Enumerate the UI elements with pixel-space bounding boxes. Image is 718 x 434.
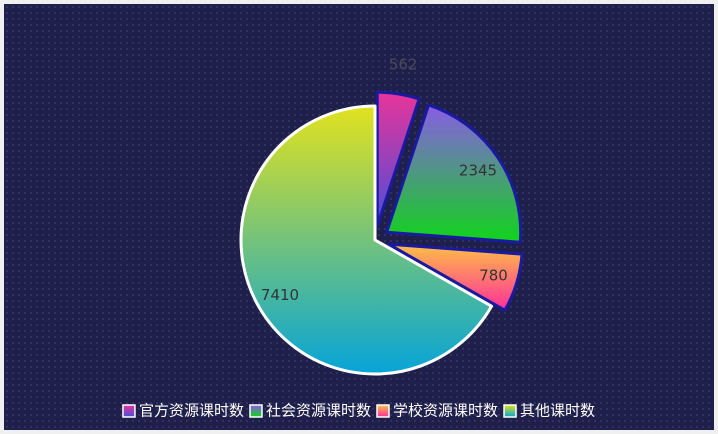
chart-container: 562 2345 780 7410 官方资源课时数 社会资源课时数 学校资源课时数 其他课时数 <box>4 4 714 430</box>
data-label: 780 <box>479 267 508 285</box>
legend-label: 官方资源课时数 <box>139 402 244 420</box>
legend-swatch <box>503 404 517 418</box>
legend-label: 其他课时数 <box>520 402 595 420</box>
data-label: 7410 <box>261 286 299 304</box>
pie-slice <box>386 242 524 312</box>
pie-slice <box>385 103 523 244</box>
legend-swatch <box>122 404 136 418</box>
data-label: 2345 <box>459 162 497 180</box>
legend-label: 社会资源课时数 <box>266 402 371 420</box>
data-label: 562 <box>389 55 418 73</box>
legend-swatch <box>249 404 263 418</box>
pie-slice <box>239 104 493 376</box>
pie-slice <box>375 90 421 228</box>
legend-swatch <box>376 404 390 418</box>
legend-label: 学校资源课时数 <box>393 402 498 420</box>
chart: 562 2345 780 7410 官方资源课时数 社会资源课时数 学校资源课时数 其他课时数 <box>122 55 595 420</box>
